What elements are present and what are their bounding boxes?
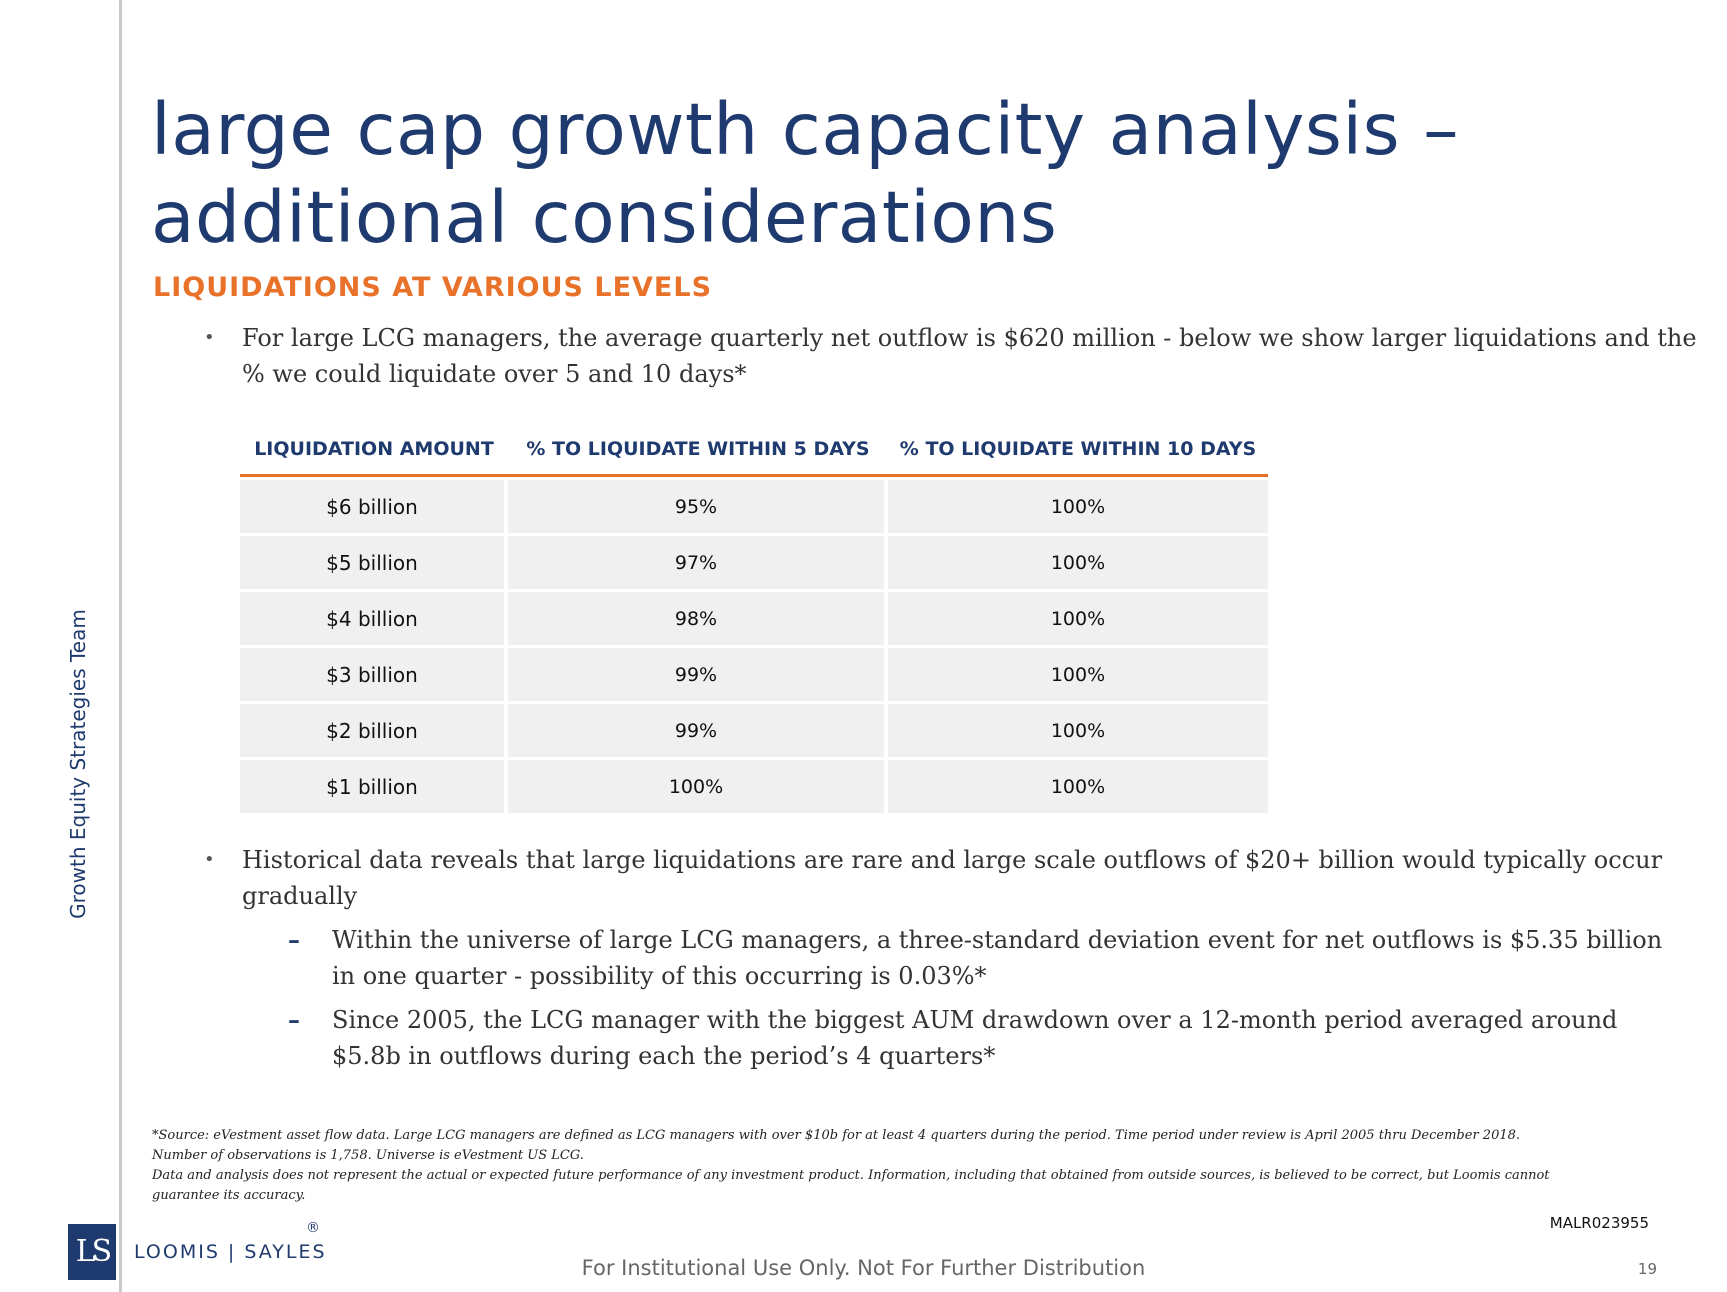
page-number: 19 <box>1637 1260 1657 1278</box>
table-row: $6 billion 95% 100% <box>240 477 1268 533</box>
bullet-marker: • <box>204 849 215 870</box>
footnote-line: Data and analysis does not represent the… <box>152 1168 1550 1183</box>
sidebar-rule <box>119 0 122 1292</box>
document-id: MALR023955 <box>1549 1214 1649 1232</box>
bullet-line: % we could liquidate over 5 and 10 days* <box>242 360 747 388</box>
bullet-marker: • <box>204 327 215 348</box>
cell-10-days: 100% <box>888 589 1268 645</box>
cell-amount: $5 billion <box>240 533 508 589</box>
logo-wordmark: LOOMIS | SAYLES <box>134 1241 327 1263</box>
cell-5-days: 100% <box>508 757 888 813</box>
bullet-historical-data: • Historical data reveals that large liq… <box>204 842 1682 914</box>
table-row: $1 billion 100% 100% <box>240 757 1268 813</box>
cell-5-days: 99% <box>508 645 888 701</box>
footnote-line: Number of observations is 1,758. Univers… <box>152 1148 584 1163</box>
page-title-line-2: additional considerations <box>151 176 1058 259</box>
dash-marker: – <box>288 925 300 954</box>
cell-10-days: 100% <box>888 757 1268 813</box>
sub-bullet-line: $5.8b in outflows during each the period… <box>332 1042 996 1070</box>
cell-amount: $6 billion <box>240 477 508 533</box>
liquidation-table: LIQUIDATION AMOUNT % TO LIQUIDATE WITHIN… <box>240 432 1268 813</box>
source-footnote: *Source: eVestment asset flow data. Larg… <box>152 1126 1552 1206</box>
table-header-row: LIQUIDATION AMOUNT % TO LIQUIDATE WITHIN… <box>240 432 1268 477</box>
column-header-liquidation-amount: LIQUIDATION AMOUNT <box>240 432 508 477</box>
cell-amount: $2 billion <box>240 701 508 757</box>
page-title-line-1: large cap growth capacity analysis – <box>151 88 1460 171</box>
cell-10-days: 100% <box>888 645 1268 701</box>
logo-mark: LS <box>68 1224 116 1280</box>
cell-10-days: 100% <box>888 533 1268 589</box>
cell-amount: $3 billion <box>240 645 508 701</box>
cell-5-days: 97% <box>508 533 888 589</box>
cell-10-days: 100% <box>888 701 1268 757</box>
registered-mark: ® <box>306 1220 320 1236</box>
page-title: large cap growth capacity analysis – add… <box>151 86 1459 262</box>
sidebar-label-text: Growth Equity Strategies Team <box>66 609 90 919</box>
distribution-notice: For Institutional Use Only. Not For Furt… <box>581 1256 1146 1280</box>
footnote-line: *Source: eVestment asset flow data. Larg… <box>152 1128 1521 1143</box>
cell-5-days: 98% <box>508 589 888 645</box>
bullet-average-outflow: • For large LCG managers, the average qu… <box>204 320 1697 392</box>
cell-5-days: 99% <box>508 701 888 757</box>
bullet-line: For large LCG managers, the average quar… <box>242 324 1697 352</box>
dash-marker: – <box>288 1005 300 1034</box>
table-row: $4 billion 98% 100% <box>240 589 1268 645</box>
section-subtitle: LIQUIDATIONS AT VARIOUS LEVELS <box>153 272 713 303</box>
table-row: $2 billion 99% 100% <box>240 701 1268 757</box>
sub-bullet-line: Since 2005, the LCG manager with the big… <box>332 1006 1618 1034</box>
cell-5-days: 95% <box>508 477 888 533</box>
table-row: $5 billion 97% 100% <box>240 533 1268 589</box>
cell-amount: $4 billion <box>240 589 508 645</box>
table-row: $3 billion 99% 100% <box>240 645 1268 701</box>
column-header-5-days: % TO LIQUIDATE WITHIN 5 DAYS <box>508 432 888 477</box>
bullet-line: gradually <box>242 882 358 910</box>
sub-bullet-line: Within the universe of large LCG manager… <box>332 926 1663 954</box>
sub-bullet-biggest-drawdown: – Since 2005, the LCG manager with the b… <box>288 1002 1692 1074</box>
cell-amount: $1 billion <box>240 757 508 813</box>
column-header-10-days: % TO LIQUIDATE WITHIN 10 DAYS <box>888 432 1268 477</box>
sub-bullet-line: in one quarter - possibility of this occ… <box>332 962 987 990</box>
sub-bullet-three-std-event: – Within the universe of large LCG manag… <box>288 922 1692 994</box>
cell-10-days: 100% <box>888 477 1268 533</box>
bullet-line: Historical data reveals that large liqui… <box>242 846 1663 874</box>
footnote-line: guarantee its accuracy. <box>152 1188 306 1203</box>
